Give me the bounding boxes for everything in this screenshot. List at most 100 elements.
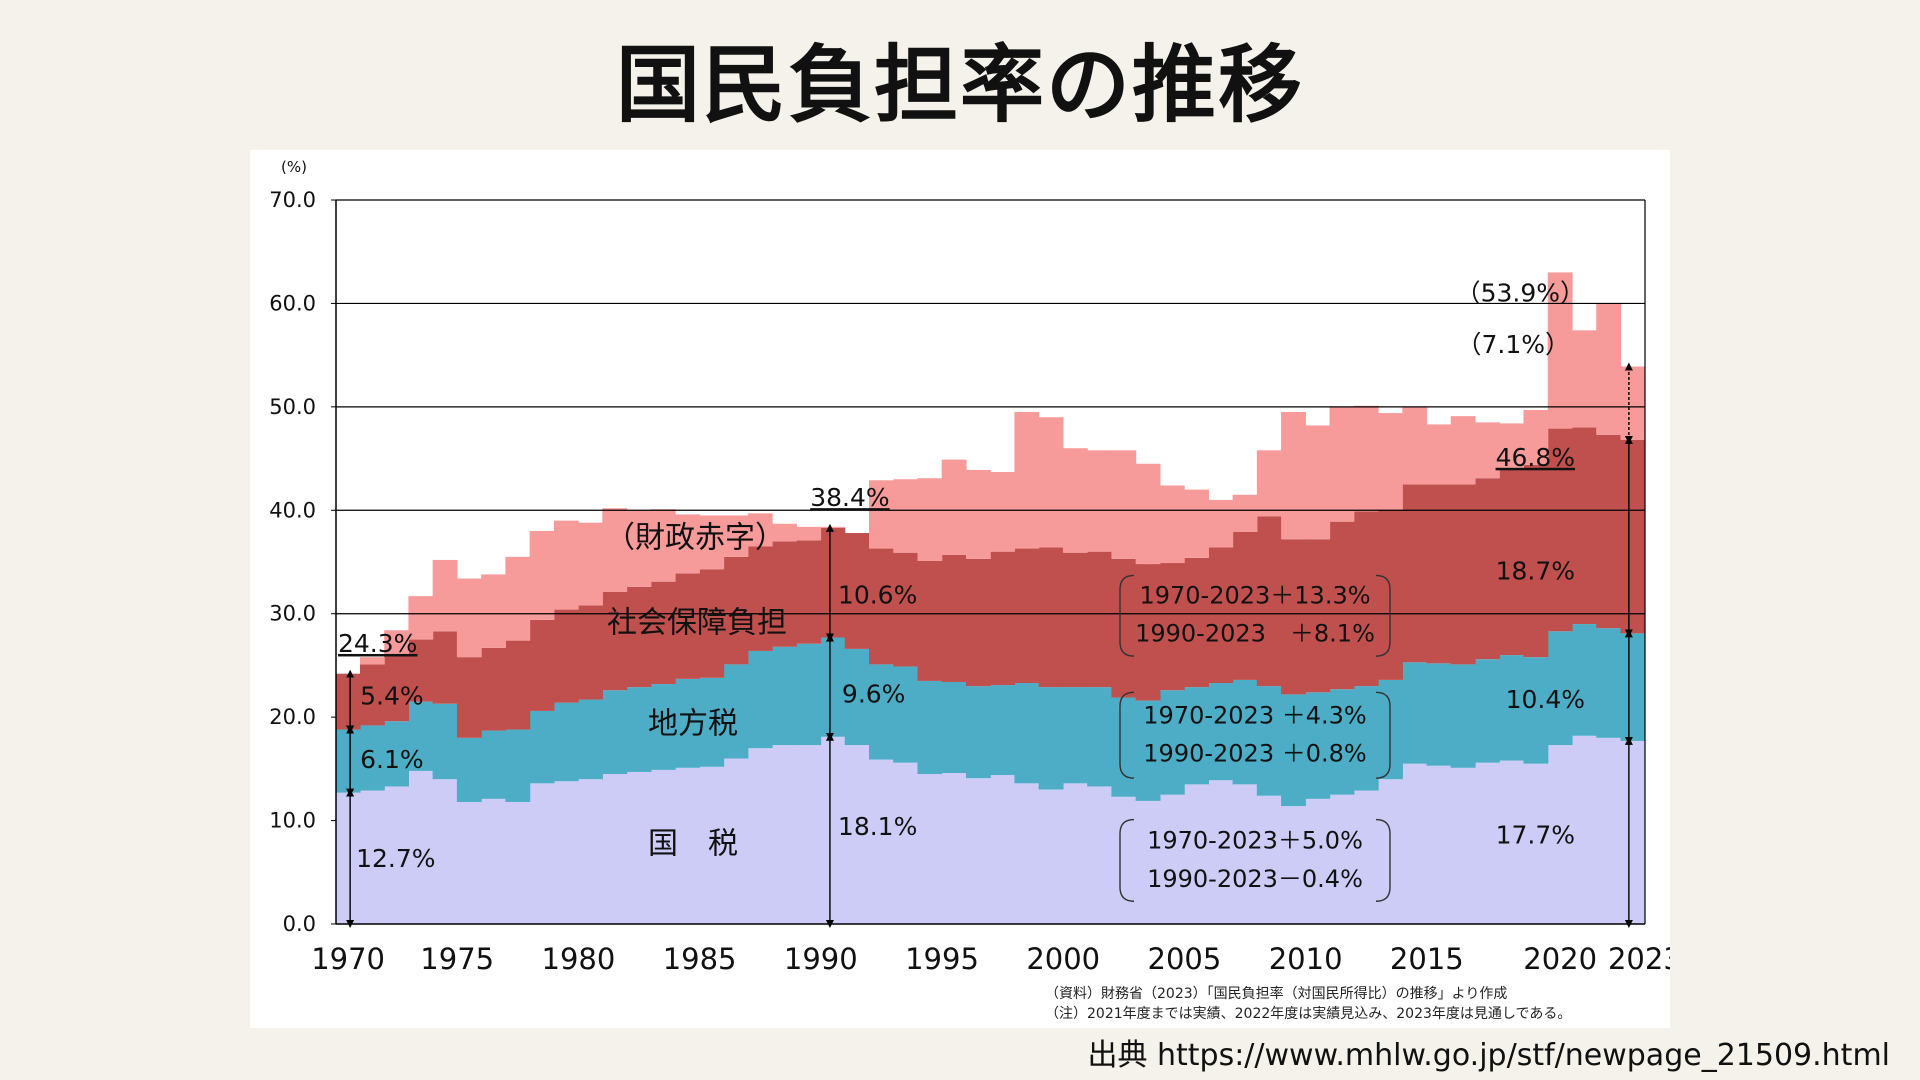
local_tax-segment-2006 [1208, 683, 1234, 781]
social_security-segment-1991 [844, 533, 870, 649]
x-tick-label: 2000 [1026, 942, 1100, 976]
x-tick-label: 1975 [420, 942, 494, 976]
national_tax-segment-2004 [1159, 794, 1185, 924]
social_security-segment-1976 [481, 647, 506, 731]
social_security-segment-1993 [893, 552, 919, 667]
fiscal_deficit-segment-1988 [772, 523, 797, 542]
local_tax-segment-2021 [1571, 624, 1597, 736]
fiscal_deficit-segment-2007 [1232, 494, 1258, 533]
label-1990-total: 38.4% [810, 483, 889, 512]
social_security-segment-1994 [917, 560, 943, 681]
social_security-segment-2017 [1475, 478, 1500, 660]
social_security-segment-2011 [1329, 521, 1355, 690]
label-1970-total: 24.3% [338, 629, 417, 658]
social_security-segment-1972 [384, 655, 410, 722]
fiscal_deficit-segment-2006 [1208, 499, 1234, 548]
social_security-segment-1986 [723, 556, 749, 665]
national_tax-segment-2011 [1329, 794, 1355, 924]
label-2023-national: 17.7% [1496, 820, 1575, 849]
brace-national-change-right [1375, 818, 1391, 902]
local_tax-segment-2002 [1111, 697, 1137, 797]
local_tax-segment-1983 [650, 684, 676, 770]
fiscal_deficit-segment-2020 [1547, 272, 1573, 429]
local_tax-segment-1988 [772, 646, 797, 746]
label-2023-burden: 46.8% [1496, 443, 1575, 472]
local_tax-segment-1987 [747, 650, 773, 749]
label-local-change-1970: 1970-2023 ＋4.3% [1143, 701, 1366, 729]
social_security-segment-2009 [1281, 539, 1306, 695]
local_tax-segment-2010 [1305, 692, 1331, 799]
series-label-social-security: 社会保障負担 [607, 605, 787, 640]
fiscal_deficit-segment-2023 [1620, 366, 1646, 440]
social_security-segment-1998 [1014, 548, 1040, 684]
fiscal_deficit-segment-1990 [820, 526, 846, 528]
series-label-local-tax: 地方税 [648, 707, 738, 742]
x-tick-label: 1970 [311, 942, 385, 976]
social_security-segment-2003 [1135, 564, 1161, 701]
label-1970-national: 12.7% [356, 844, 435, 873]
national_tax-segment-1982 [626, 771, 652, 924]
national_tax-segment-1977 [505, 801, 531, 924]
grid-layer [336, 199, 1645, 615]
label-national-change-1970: 1970-2023＋5.0% [1147, 826, 1363, 854]
brace-social-change-right [1375, 574, 1391, 657]
social_security-segment-2023 [1620, 439, 1646, 634]
national_tax-segment-2008 [1256, 795, 1282, 924]
local_tax-segment-2003 [1135, 700, 1161, 801]
social_security-segment-1999 [1038, 547, 1064, 688]
national_tax-segment-1997 [990, 775, 1016, 924]
national_tax-segment-2009 [1281, 806, 1306, 924]
national_tax-segment-1994 [917, 774, 943, 924]
national_tax-segment-2003 [1135, 800, 1161, 924]
label-1990-national: 18.1% [838, 812, 917, 841]
y-tick-label: 50.0 [269, 395, 316, 419]
social_security-segment-1987 [747, 546, 773, 651]
source-note: （資料）財務省（2023）「国民負担率（対国民所得比）の推移」より作成 [1045, 985, 1507, 1002]
local_tax-segment-1971 [359, 725, 385, 791]
y-unit-label: (%) [281, 158, 307, 176]
stacked-area-chart: 0.0 10.0 20.0 30.0 40.0 50.0 60.0 70.0 (%) 1970 19… [269, 158, 1670, 1022]
social_security-segment-1980 [578, 605, 603, 700]
local_tax-segment-2007 [1232, 679, 1258, 785]
y-tick-label: 70.0 [269, 188, 316, 212]
local_tax-segment-1972 [384, 721, 410, 787]
local_tax-segment-2000 [1062, 687, 1088, 784]
national_tax-segment-1971 [359, 790, 385, 924]
series-label-national-tax: 国 税 [648, 827, 738, 862]
local_tax-segment-2012 [1353, 686, 1379, 791]
fiscal_deficit-segment-1978 [529, 530, 555, 620]
x-tick-label: 1990 [784, 942, 858, 976]
social_security-segment-1971 [359, 664, 385, 726]
local_tax-segment-1973 [408, 701, 434, 771]
national_tax-segment-1979 [553, 781, 579, 924]
social_security-segment-1970 [335, 673, 361, 730]
fiscal_deficit-segment-2018 [1499, 423, 1525, 468]
national_tax-segment-1991 [844, 745, 870, 924]
y-tick-label: 10.0 [269, 809, 316, 833]
social_security-segment-1989 [796, 540, 822, 644]
national_tax-segment-2023 [1620, 740, 1646, 924]
national_tax-segment-1983 [650, 769, 676, 924]
label-national-change-1990: 1990-2023－0.4% [1147, 865, 1363, 893]
social_security-segment-2008 [1256, 516, 1282, 687]
fiscal_deficit-segment-1975 [456, 578, 482, 658]
label-1970-local: 6.1% [360, 745, 424, 774]
fiscal_deficit-segment-2009 [1281, 412, 1306, 540]
social_security-segment-2018 [1499, 467, 1525, 656]
x-tick-label: 2005 [1148, 942, 1222, 976]
national_tax-segment-1987 [747, 748, 773, 924]
national_tax-segment-1975 [456, 801, 482, 924]
label-social-change-1990: 1990-2023 ＋8.1% [1135, 620, 1375, 648]
national_tax-segment-1999 [1038, 789, 1064, 924]
national_tax-segment-1981 [602, 774, 628, 924]
series-label-fiscal-deficit: （財政赤字） [605, 521, 785, 556]
fiscal_deficit-segment-1971 [359, 657, 385, 665]
local_tax-segment-1976 [481, 730, 506, 799]
national_tax-segment-1996 [965, 778, 991, 924]
label-social-change-1970: 1970-2023＋13.3% [1139, 581, 1370, 609]
fiscal_deficit-segment-1989 [796, 526, 822, 541]
brace-social-change-left [1119, 574, 1135, 657]
fiscal_deficit-segment-2000 [1062, 448, 1088, 553]
local_tax-segment-1978 [529, 710, 555, 784]
social_security-segment-2004 [1159, 563, 1185, 691]
